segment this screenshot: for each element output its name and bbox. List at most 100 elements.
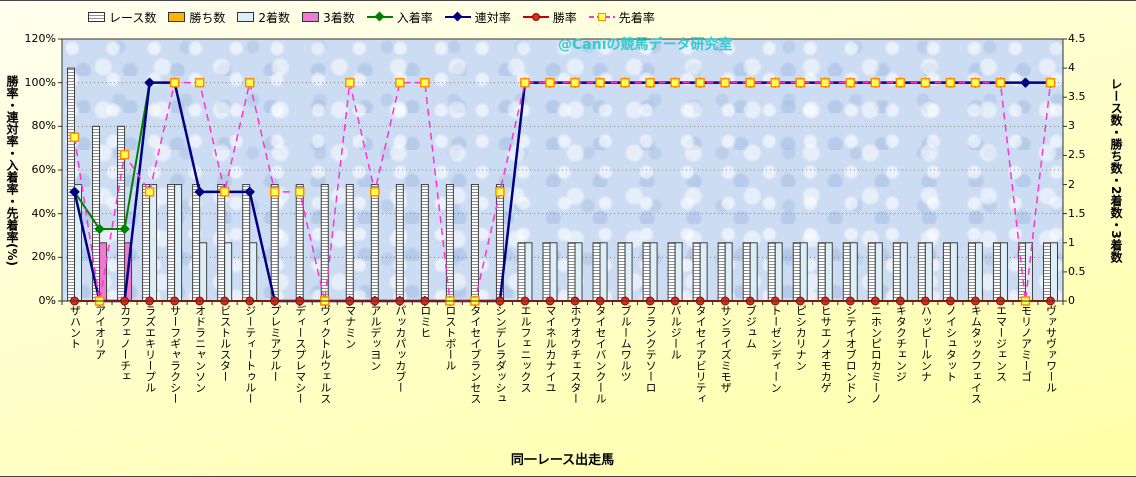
legend-label-ahead-rate: 先着率	[618, 10, 655, 25]
legend-label-win-rate: 勝率	[552, 10, 577, 25]
legend-item-ahead-rate: 先着率	[588, 9, 655, 26]
legend-item-place-rate: 入着率	[366, 9, 433, 26]
marker-ahead-rate	[820, 77, 831, 88]
bar-seconds	[1049, 242, 1058, 302]
y-left-tick: 0%	[38, 294, 56, 307]
marker-ahead-rate	[895, 77, 906, 88]
bar-seconds	[974, 242, 983, 302]
y-right-tick: 2.5	[1068, 148, 1086, 162]
legend-marker-races	[88, 12, 105, 22]
x-category-label: ザハント	[68, 305, 82, 349]
marker-ahead-rate	[920, 77, 931, 88]
y-left-tick: 120%	[24, 32, 56, 45]
bar-seconds	[924, 242, 933, 302]
bar-seconds	[874, 242, 883, 302]
x-category-label: タイセイバンクール	[594, 305, 608, 404]
bar-races	[395, 184, 404, 302]
bar-seconds	[699, 242, 708, 302]
bar-races	[470, 184, 479, 302]
legend-item-races: レース数	[88, 9, 156, 26]
marker-ahead-rate	[520, 77, 530, 88]
bar-races	[192, 184, 201, 302]
legend-item-win-rate: 勝率	[522, 9, 577, 26]
bar-seconds	[624, 242, 633, 302]
marker-place-rate	[94, 223, 105, 235]
y-right-tick: 4.5	[1068, 32, 1086, 45]
bar-races	[345, 184, 354, 302]
marker-ahead-rate	[795, 77, 805, 88]
x-category-label: サンライズミモザ	[719, 305, 733, 393]
bar-races	[420, 184, 429, 302]
bar-seconds	[774, 242, 783, 302]
x-category-label: アルデッヨン	[368, 305, 382, 371]
y-left-tick: 20%	[31, 250, 56, 264]
bar-series	[67, 67, 1058, 302]
bar-races	[567, 242, 576, 302]
square-icon	[597, 13, 606, 21]
y-right-tick: 3	[1068, 119, 1075, 133]
x-category-label: モリノアミーゴ	[1019, 305, 1033, 382]
bar-races	[242, 184, 251, 302]
marker-ahead-rate	[244, 77, 255, 88]
bar-seconds	[824, 242, 833, 302]
marker-ahead-rate	[194, 77, 205, 88]
x-category-label: シンデレラダッシュ	[493, 305, 507, 404]
y-left-tick: 40%	[31, 206, 56, 220]
bar-seconds	[949, 242, 958, 302]
legend-label-quinella-rate: 連対率	[474, 10, 511, 25]
marker-ahead-rate	[645, 77, 655, 88]
marker-ahead-rate	[770, 77, 780, 88]
marker-ahead-rate	[570, 77, 580, 88]
y-right-tick: 4	[1068, 61, 1075, 75]
bar-races	[842, 242, 851, 302]
bar-races	[767, 242, 776, 302]
bar-races	[592, 242, 601, 302]
bar-seconds	[249, 242, 258, 302]
marker-ahead-rate	[595, 77, 605, 88]
marker-ahead-rate	[620, 77, 630, 88]
marker-quinella-rate	[194, 186, 205, 198]
legend-marker-win-rate	[522, 12, 549, 22]
bar-races	[517, 242, 526, 302]
bar-seconds	[849, 242, 858, 302]
x-category-label: ヴィクトルウェルス	[318, 305, 332, 404]
bar-seconds	[174, 184, 183, 302]
legend-item-wins: 勝ち数	[168, 9, 225, 26]
bar-races	[942, 242, 951, 302]
marker-ahead-rate	[219, 187, 230, 197]
x-category-label: フランクテソーロ	[644, 305, 658, 393]
bar-races	[67, 67, 76, 302]
y-right-tick: 0	[1068, 294, 1075, 307]
x-category-label: ラズエキリープル	[143, 305, 157, 393]
bar-races	[792, 242, 801, 302]
bar-races	[217, 184, 226, 302]
bar-races	[692, 242, 701, 302]
x-category-label: アイオリア	[93, 305, 107, 360]
watermark: @Caniの競馬データ研究室	[558, 37, 733, 53]
bar-races	[167, 184, 176, 302]
marker-ahead-rate	[720, 77, 730, 88]
bar-races	[370, 184, 379, 302]
marker-quinella-rate	[1020, 77, 1031, 88]
x-category-label: エルフェニックス	[518, 305, 532, 393]
axis-ticks	[58, 38, 1067, 305]
x-category-label: ロストボール	[443, 305, 457, 371]
y-right-tick: 2	[1068, 177, 1075, 191]
legend-marker-wins	[168, 12, 186, 22]
bar-seconds	[149, 184, 158, 302]
bar-seconds	[549, 242, 558, 302]
diamond-icon	[452, 11, 463, 22]
bar-races	[817, 242, 826, 302]
bar-races	[667, 242, 676, 302]
bar-seconds	[599, 242, 608, 302]
x-category-label: キタクチェンジ	[894, 305, 908, 382]
legend-label-seconds: 2着数	[258, 10, 291, 25]
y-axis-title-right: レース数・勝ち数・2着数・3着数	[1109, 77, 1123, 263]
legend-item-thirds: 3着数	[302, 9, 355, 26]
x-category-label: シテイオブロンドン	[844, 305, 858, 404]
x-category-label: カフェノーチェ	[118, 305, 132, 382]
marker-place-rate	[119, 223, 130, 235]
marker-ahead-rate	[695, 77, 705, 88]
legend: レース数 勝ち数 2着数 3着数 入着率 連対率 勝率 先着率	[88, 7, 655, 27]
